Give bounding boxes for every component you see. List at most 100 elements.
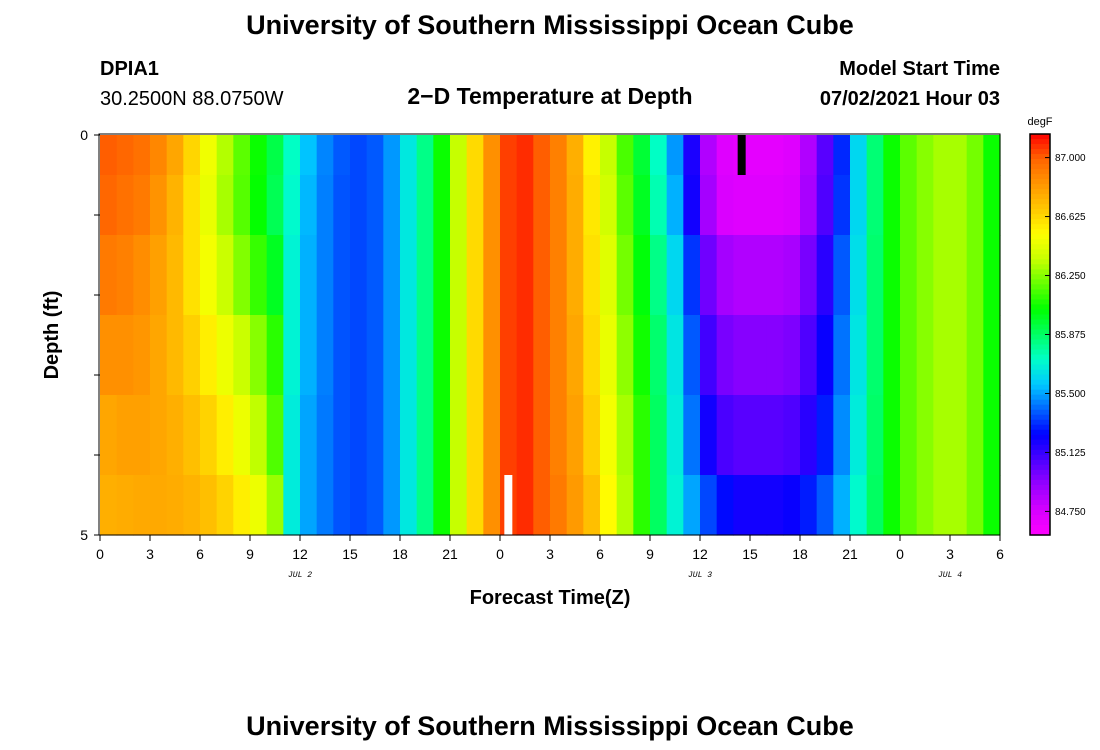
- x-day-label: JUL 3: [688, 571, 712, 580]
- heatmap-cell: [233, 395, 251, 476]
- heatmap-cell: [966, 395, 984, 476]
- heatmap-cell: [316, 315, 334, 396]
- heatmap-cell: [766, 475, 784, 536]
- colorbar-swatch: [1030, 324, 1050, 331]
- colorbar-swatch: [1030, 369, 1050, 376]
- colorbar-swatch: [1030, 524, 1050, 531]
- heatmap-cell: [383, 395, 401, 476]
- heatmap-cell: [250, 135, 268, 176]
- heatmap-cell: [316, 175, 334, 236]
- heatmap-cell: [383, 175, 401, 236]
- colorbar-swatch: [1030, 439, 1050, 446]
- heatmap-cell: [366, 135, 384, 176]
- colorbar-swatch: [1030, 419, 1050, 426]
- heatmap-cell: [250, 475, 268, 536]
- heatmap-cell: [666, 395, 684, 476]
- colorbar-label: 85.500: [1055, 389, 1086, 400]
- heatmap-cell: [683, 475, 701, 536]
- heatmap-cell: [983, 235, 1001, 316]
- heatmap-cell: [133, 175, 151, 236]
- heatmap-cell: [816, 475, 834, 536]
- heatmap-cell: [616, 135, 634, 176]
- heatmap-cell: [900, 475, 918, 536]
- heatmap-cell: [166, 395, 184, 476]
- heatmap-cell: [966, 235, 984, 316]
- heatmap-cell: [783, 135, 801, 176]
- heatmap-cell: [633, 315, 651, 396]
- heatmap-cell: [416, 395, 434, 476]
- colorbar-swatch: [1030, 254, 1050, 260]
- heatmap-cell: [866, 235, 884, 316]
- x-tick-label: 3: [546, 546, 554, 562]
- heatmap-cell: [583, 475, 601, 536]
- colorbar-label: 84.750: [1055, 507, 1086, 518]
- colorbar-swatch: [1030, 484, 1050, 491]
- heatmap-cell: [533, 175, 551, 236]
- colorbar-unit: degF: [1027, 116, 1052, 128]
- heatmap-cell: [833, 235, 851, 316]
- heatmap-cell: [416, 135, 434, 176]
- heatmap-cell: [700, 475, 718, 536]
- heatmap-cell: [333, 395, 351, 476]
- heatmap-cell: [650, 475, 668, 536]
- heatmap-cell: [366, 175, 384, 236]
- heatmap-cell: [650, 395, 668, 476]
- heatmap-cell: [583, 315, 601, 396]
- heatmap-cell: [716, 235, 734, 316]
- colorbar-swatch: [1030, 379, 1050, 386]
- heatmap-cell: [750, 395, 768, 476]
- colorbar-swatch: [1030, 464, 1050, 471]
- heatmap-cell: [783, 175, 801, 236]
- heatmap-cell: [533, 135, 551, 176]
- colorbar-swatch: [1030, 154, 1050, 160]
- heatmap-cell: [333, 235, 351, 316]
- heatmap-cell: [383, 475, 401, 536]
- colorbar-swatch: [1030, 399, 1050, 406]
- heatmap-cell: [933, 135, 951, 176]
- colorbar-swatch: [1030, 479, 1050, 486]
- heatmap-cell: [616, 175, 634, 236]
- heatmap-cell: [600, 135, 618, 176]
- heatmap-cell: [483, 315, 501, 396]
- heatmap-cell: [433, 235, 451, 316]
- heatmap-cell: [283, 175, 301, 236]
- heatmap-cell: [483, 395, 501, 476]
- x-tick-label: 9: [246, 546, 254, 562]
- heatmap-cell: [833, 315, 851, 396]
- heatmap-cell: [716, 475, 734, 536]
- x-tick-label: 15: [342, 546, 358, 562]
- heatmap-cell: [300, 395, 318, 476]
- colorbar-swatch: [1030, 359, 1050, 366]
- heatmap-cell: [433, 135, 451, 176]
- heatmap-cell: [983, 395, 1001, 476]
- x-tick-label: 6: [196, 546, 204, 562]
- heatmap-cell: [600, 175, 618, 236]
- x-tick-label: 6: [596, 546, 604, 562]
- colorbar-swatch: [1030, 304, 1050, 311]
- colorbar-swatch: [1030, 289, 1050, 295]
- x-tick-label: 12: [292, 546, 308, 562]
- colorbar-swatch: [1030, 234, 1050, 240]
- heatmap-cell: [833, 135, 851, 176]
- heatmap-cell: [566, 315, 584, 396]
- heatmap-cell: [816, 395, 834, 476]
- colorbar-swatch: [1030, 179, 1050, 185]
- heatmap-cell: [866, 475, 884, 536]
- heatmap-cell: [183, 235, 201, 316]
- colorbar-swatch: [1030, 299, 1050, 306]
- heatmap-cell: [100, 235, 118, 316]
- heatmap-cell: [333, 315, 351, 396]
- heatmap-cell: [750, 175, 768, 236]
- x-tick-label: 3: [146, 546, 154, 562]
- colorbar-swatch: [1030, 494, 1050, 501]
- heatmap-cell: [583, 395, 601, 476]
- heatmap-cell: [800, 395, 818, 476]
- heatmap-cell: [400, 475, 418, 536]
- heatmap-cell: [283, 235, 301, 316]
- heatmap-cell: [883, 175, 901, 236]
- heatmap-cell: [950, 235, 968, 316]
- heatmap-cell: [266, 175, 284, 236]
- heatmap-cell: [350, 475, 368, 536]
- heatmap-cell: [566, 135, 584, 176]
- heatmap-cell: [233, 235, 251, 316]
